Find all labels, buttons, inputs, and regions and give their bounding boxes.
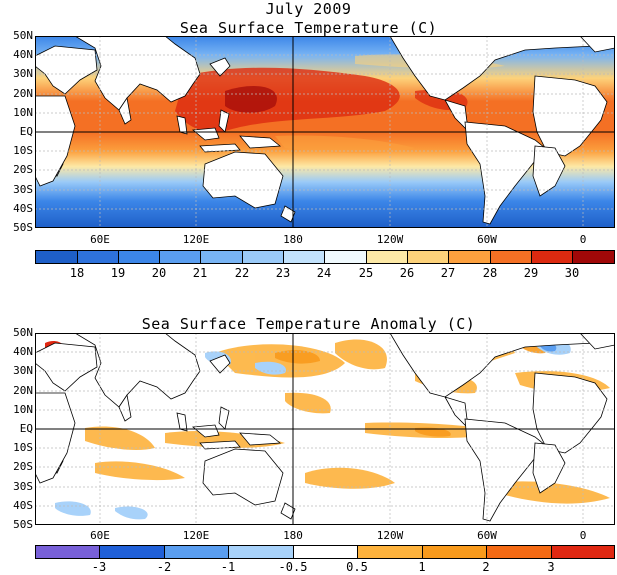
lat-label: 20S	[13, 163, 33, 176]
colorbar-swatch	[573, 251, 614, 263]
lat-label: 50N	[13, 29, 33, 42]
colorbar-swatch	[449, 251, 491, 263]
lon-label: 0	[579, 529, 587, 542]
colorbar-swatch	[284, 251, 325, 263]
colorbar-label: 1	[418, 560, 426, 574]
colorbar-swatch	[160, 251, 201, 263]
lon-label: 60W	[477, 529, 497, 542]
colorbar-label: 25	[358, 266, 374, 280]
lon-label: 120W	[376, 529, 404, 542]
anomaly-map	[35, 333, 615, 525]
lat-label: 10N	[13, 403, 33, 416]
sst-map	[35, 36, 615, 228]
colorbar-label: 28	[482, 266, 498, 280]
lat-label: 10S	[13, 441, 33, 454]
lat-label: 30S	[13, 480, 33, 493]
lat-label: 40N	[13, 48, 33, 61]
colorbar-swatch	[201, 251, 243, 263]
colorbar-label: 23	[275, 266, 291, 280]
colorbar-label: 22	[234, 266, 250, 280]
sst-colorbar	[35, 250, 615, 264]
lat-label: 50N	[13, 326, 33, 339]
colorbar-swatch	[532, 251, 573, 263]
colorbar-swatch	[119, 251, 160, 263]
colorbar-label: 30	[564, 266, 580, 280]
colorbar-swatch	[552, 546, 614, 558]
lat-label: 30N	[13, 67, 33, 80]
lon-label: 60W	[477, 233, 497, 246]
sst-map-title: Sea Surface Temperature (C)	[179, 19, 438, 37]
anomaly-colorbar	[35, 545, 615, 559]
colorbar-swatch	[229, 546, 294, 558]
colorbar-swatch	[367, 251, 408, 263]
colorbar-swatch	[165, 546, 229, 558]
lat-label: 20S	[13, 460, 33, 473]
lat-label: 40N	[13, 345, 33, 358]
colorbar-label: -1	[220, 560, 236, 574]
colorbar-swatch	[36, 251, 78, 263]
lat-label: 30N	[13, 364, 33, 377]
lat-label: 10S	[13, 144, 33, 157]
lon-label: 180	[283, 529, 303, 542]
lat-label: 20N	[13, 87, 33, 100]
colorbar-label: 20	[151, 266, 167, 280]
colorbar-label: 3	[547, 560, 555, 574]
colorbar-label: -3	[91, 560, 107, 574]
colorbar-label: 29	[523, 266, 539, 280]
lon-label: 0	[579, 233, 587, 246]
colorbar-swatch	[358, 546, 423, 558]
lat-label: 50S	[13, 221, 33, 234]
colorbar-swatch	[243, 251, 284, 263]
anomaly-map-title: Sea Surface Temperature Anomaly (C)	[141, 315, 476, 333]
colorbar-swatch	[487, 546, 552, 558]
lat-label: 40S	[13, 499, 33, 512]
lat-label: EQ	[19, 422, 33, 435]
lat-label: 20N	[13, 384, 33, 397]
lat-label: 40S	[13, 202, 33, 215]
colorbar-swatch	[294, 546, 358, 558]
date-title: July 2009	[265, 0, 352, 18]
colorbar-swatch	[78, 251, 119, 263]
lon-label: 120E	[182, 233, 210, 246]
colorbar-label: 21	[192, 266, 208, 280]
lon-label: 180	[283, 233, 303, 246]
colorbar-label: -2	[156, 560, 172, 574]
colorbar-swatch	[36, 546, 100, 558]
colorbar-label: 2	[482, 560, 490, 574]
colorbar-label: 27	[440, 266, 456, 280]
colorbar-label: 24	[316, 266, 332, 280]
lon-label: 60E	[90, 529, 110, 542]
colorbar-label: 26	[399, 266, 415, 280]
lon-label: 120W	[376, 233, 404, 246]
lat-label: 10N	[13, 106, 33, 119]
colorbar-swatch	[423, 546, 487, 558]
colorbar-swatch	[491, 251, 532, 263]
colorbar-swatch	[408, 251, 449, 263]
lat-label: 50S	[13, 518, 33, 531]
colorbar-label: -0.5	[278, 560, 308, 574]
colorbar-label: 18	[69, 266, 85, 280]
lon-label: 120E	[182, 529, 210, 542]
colorbar-swatch	[100, 546, 165, 558]
lat-label: EQ	[19, 125, 33, 138]
colorbar-swatch	[325, 251, 367, 263]
lat-label: 30S	[13, 183, 33, 196]
lon-label: 60E	[90, 233, 110, 246]
colorbar-label: 0.5	[346, 560, 368, 574]
colorbar-label: 19	[110, 266, 126, 280]
